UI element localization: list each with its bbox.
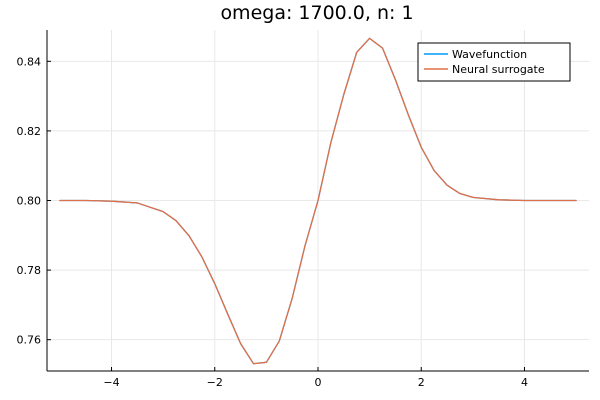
legend-label: Neural surrogate	[452, 63, 545, 76]
y-tick-label: 0.82	[17, 125, 42, 138]
y-tick-label: 0.80	[17, 195, 42, 208]
series-layer	[59, 37, 577, 365]
legend-label: Wavefunction	[452, 48, 527, 61]
x-tick-label: 2	[418, 376, 425, 389]
x-tick-label: −4	[103, 376, 119, 389]
y-tick-label: 0.84	[17, 55, 42, 68]
series-line-neural-surrogate	[59, 37, 577, 365]
x-tick-label: −2	[207, 376, 223, 389]
ticks: −4 −2 0 2 4 0.76 0.78 0.80 0.82 0.84	[17, 55, 528, 389]
x-tick-label: 4	[521, 376, 528, 389]
y-tick-label: 0.76	[17, 334, 42, 347]
chart-title: omega: 1700.0, n: 1	[220, 2, 413, 24]
x-tick-label: 0	[315, 376, 322, 389]
legend-box	[417, 42, 571, 82]
y-tick-label: 0.78	[17, 264, 42, 277]
legend: Wavefunction Neural surrogate	[417, 42, 571, 82]
